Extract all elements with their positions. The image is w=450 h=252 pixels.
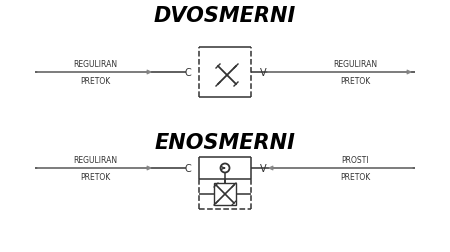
Text: REGULIRAN: REGULIRAN [73, 60, 117, 69]
Text: PRETOK: PRETOK [80, 172, 110, 181]
Text: DVOSMERNI: DVOSMERNI [154, 6, 296, 26]
Text: ENOSMERNI: ENOSMERNI [154, 133, 296, 152]
Text: PRETOK: PRETOK [80, 77, 110, 86]
Text: PRETOK: PRETOK [340, 77, 370, 86]
Text: C: C [184, 163, 191, 173]
Bar [214, 183, 236, 205]
Text: PRETOK: PRETOK [340, 172, 370, 181]
Text: REGULIRAN: REGULIRAN [333, 60, 377, 69]
Text: V: V [260, 163, 266, 173]
Text: PROSTI: PROSTI [341, 155, 369, 164]
Text: C: C [184, 68, 191, 78]
Text: V: V [260, 68, 266, 78]
Text: REGULIRAN: REGULIRAN [73, 155, 117, 164]
